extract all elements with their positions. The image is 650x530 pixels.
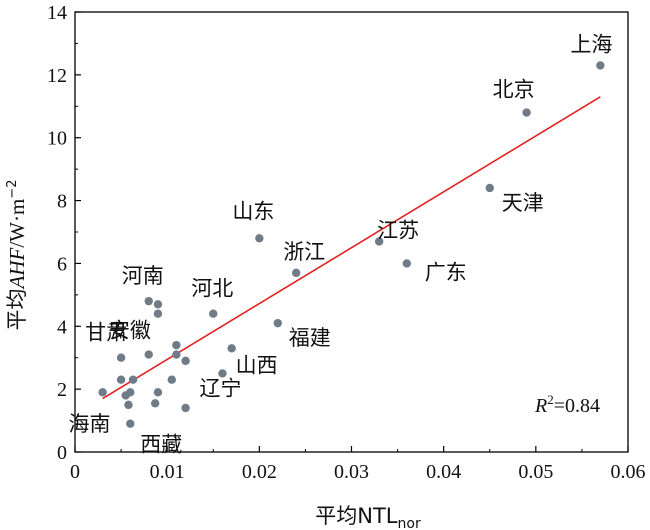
point-label: 天津 [502,191,544,215]
point-label: 海南 [68,412,110,436]
data-point [144,350,153,359]
y-tick-label: 12 [47,65,67,87]
y-axis-title-prefix: 平均 [5,288,29,330]
point-label: 山西 [236,353,278,377]
y-tick-label: 6 [57,253,67,275]
data-point [153,309,163,318]
y-tick-label: 4 [57,316,67,338]
point-label: 福建 [289,326,331,350]
data-points [98,61,605,428]
y-tick-label: 14 [47,2,67,24]
data-point [273,318,282,328]
y-tick-label: 10 [47,128,67,150]
point-label: 广东 [425,260,467,284]
point-label: 河南 [122,264,164,288]
data-point [153,300,163,309]
r-squared-var: R [534,395,547,417]
r-squared-value: =0.84 [554,395,600,417]
point-label: 北京 [493,78,535,102]
point-label: 江苏 [377,218,419,242]
data-point [485,183,494,193]
data-point [181,403,190,413]
plot-frame [74,11,629,453]
point-label: 甘肃 [85,321,127,345]
data-point [522,108,531,117]
data-point [98,388,107,397]
y-tick-label: 2 [57,379,67,401]
data-point [128,375,138,384]
data-point [126,419,135,428]
data-point [181,356,190,366]
x-tick-label: 0 [70,461,80,483]
x-tick-label: 0.01 [150,461,185,483]
y-axis-ticks: 0 2 4 6 8 10 12 14 [47,2,81,464]
x-tick-label: 0.06 [611,461,646,483]
fit-line-group [102,96,601,400]
data-point [218,369,227,378]
data-point [255,234,264,243]
x-tick-label: 0.02 [242,461,277,483]
point-label: 上海 [570,32,612,56]
data-point [116,375,126,384]
data-point [116,353,126,362]
x-tick-label: 0.04 [426,461,461,483]
data-point [172,340,181,350]
y-axis-title-unit: /W·m [5,199,29,248]
data-point [126,388,135,397]
y-tick-label: 8 [57,191,67,213]
data-point [144,296,153,306]
plot-border [74,11,629,453]
x-axis-title: 平均NTLnor [315,504,421,530]
data-point [150,399,160,408]
data-point [292,268,301,278]
regression-line [102,96,601,400]
y-axis-title-var: AHF [5,247,29,290]
data-point [209,309,218,318]
data-point [172,350,181,359]
point-label: 安徽 [109,319,151,343]
x-axis-title-sub: nor [398,516,421,530]
point-label: 山东 [232,199,274,223]
y-axis-title-sup: −2 [5,180,20,199]
point-label: 辽宁 [199,376,241,400]
x-axis-title-main: 平均NTL [315,504,398,528]
x-tick-label: 0.03 [334,461,369,483]
data-point [596,61,605,70]
point-label: 西藏 [140,433,182,457]
r-squared-annotation: R2=0.84 [534,392,600,417]
x-tick-label: 0.05 [518,461,553,483]
data-point [167,375,176,384]
data-point [124,400,133,410]
data-point [153,388,163,397]
point-label: 浙江 [283,240,325,264]
data-point [227,344,236,353]
y-axis-title: 平均AHF/W·m−2 [5,180,29,331]
data-point [374,237,384,246]
point-label: 河北 [191,277,233,301]
r-squared-sup: 2 [547,392,554,407]
x-axis-ticks: 0 0.01 0.02 0.03 0.04 0.05 0.06 [70,446,646,483]
data-point [402,259,411,268]
y-tick-label: 0 [57,442,67,464]
